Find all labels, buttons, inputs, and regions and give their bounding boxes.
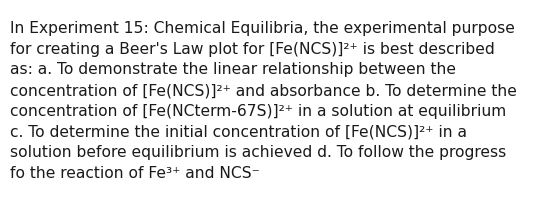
Text: In Experiment 15: Chemical Equilibria, the experimental purpose
for creating a B: In Experiment 15: Chemical Equilibria, t… [10,21,517,181]
